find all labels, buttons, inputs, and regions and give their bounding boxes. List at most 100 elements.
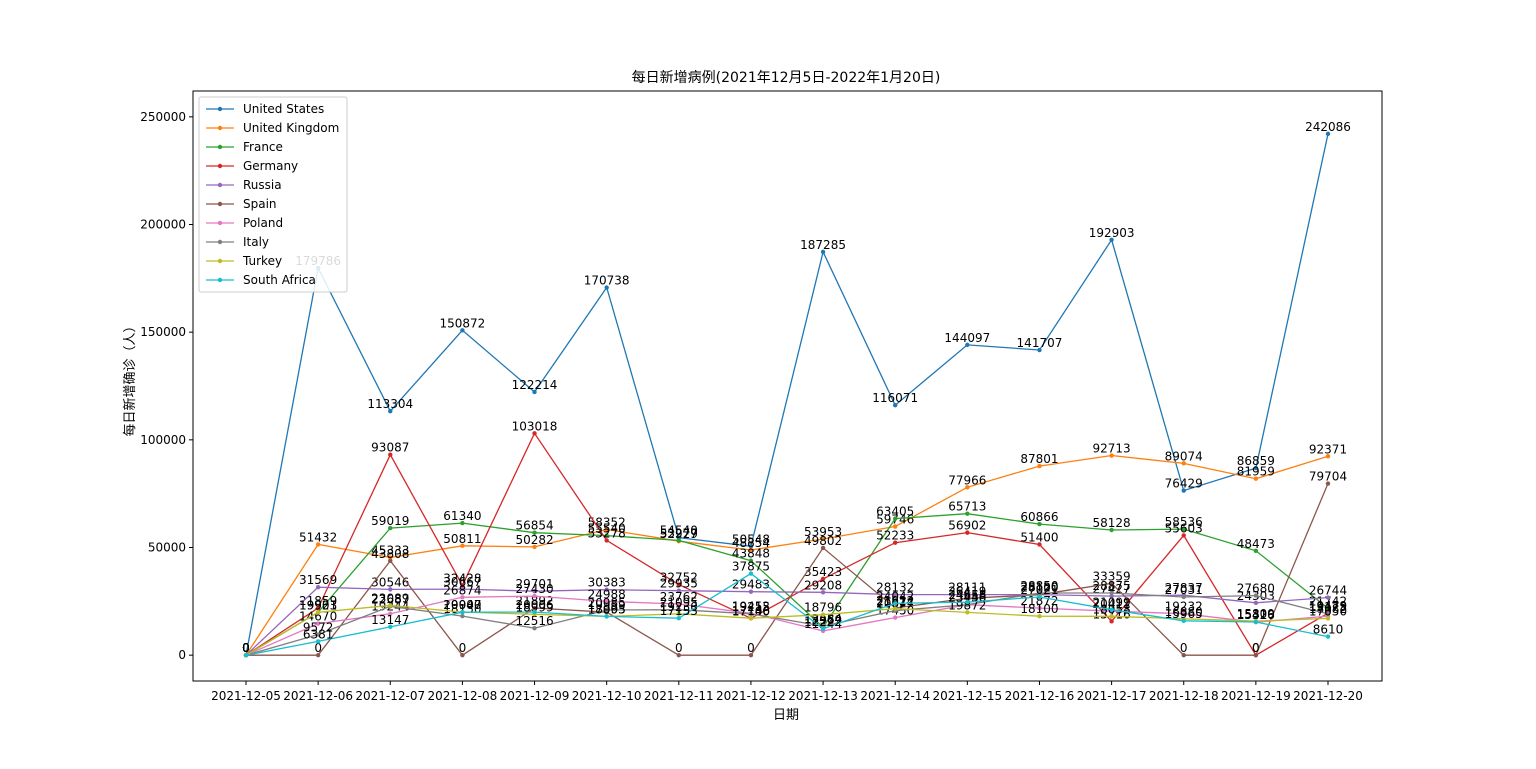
data-label: 19921 (299, 598, 337, 612)
data-point (1109, 593, 1114, 599)
data-label: 53953 (804, 525, 842, 539)
data-label: 17146 (732, 604, 770, 618)
data-point (820, 612, 826, 617)
data-point (748, 558, 754, 563)
data-point (1325, 611, 1331, 617)
data-point (460, 583, 465, 588)
data-label: 8610 (1313, 623, 1344, 637)
data-point (460, 586, 465, 592)
x-tick-label: 2021-12-17 (1077, 689, 1147, 703)
series-russia: 0 31569 30546 30667 29701 30383 29935 29483 2920… (242, 573, 1347, 658)
data-point (1253, 476, 1259, 481)
data-point (820, 536, 826, 542)
legend-label: Italy (243, 235, 269, 249)
data-label: 26744 (1309, 584, 1347, 598)
data-point (604, 527, 609, 532)
data-point (676, 601, 681, 607)
data-label: 16880 (1165, 605, 1203, 619)
data-label: 29701 (515, 577, 553, 591)
x-tick-label: 2021-12-11 (644, 689, 714, 703)
data-point (315, 639, 321, 644)
data-point (748, 652, 754, 658)
data-label: 50282 (515, 533, 553, 547)
data-point (315, 652, 321, 658)
x-tick-label: 2021-12-16 (1005, 689, 1075, 703)
legend-marker (217, 163, 223, 169)
data-label: 23762 (660, 590, 698, 604)
data-point (604, 587, 609, 592)
data-label: 54540 (660, 524, 698, 538)
data-point (893, 606, 898, 611)
data-point (604, 599, 609, 604)
legend-label: Germany (243, 159, 298, 173)
y-tick-label: 150000 (140, 325, 186, 339)
data-point (532, 544, 537, 550)
legend-marker (217, 277, 223, 283)
data-label: 51432 (299, 530, 337, 544)
data-point (315, 621, 321, 626)
x-tick-label: 2021-12-09 (500, 689, 570, 703)
data-label: 14670 (299, 610, 337, 624)
data-point (1181, 652, 1186, 658)
data-point (604, 614, 609, 619)
data-label: 28120 (1020, 581, 1058, 595)
data-point (460, 328, 465, 333)
data-label: 18100 (1020, 602, 1058, 616)
data-label: 53277 (660, 526, 698, 540)
data-label: 113304 (367, 397, 413, 411)
legend-label: South Africa (243, 273, 316, 287)
data-label: 28850 (1020, 579, 1058, 593)
data-point (315, 605, 321, 611)
data-point (1325, 606, 1331, 611)
data-point (1325, 481, 1331, 486)
data-label: 15809 (1237, 607, 1275, 621)
chart-title: 每日新增病例(2021年12月5日-2022年1月20日) (632, 70, 941, 86)
data-label: 170738 (584, 274, 630, 288)
data-label: 0 (242, 641, 250, 655)
data-label: 19173 (1309, 600, 1347, 614)
legend-item: Russia (206, 178, 282, 192)
data-label: 37875 (732, 560, 770, 574)
data-label: 24658 (948, 588, 986, 602)
data-label: 24042 (876, 589, 914, 603)
data-point (965, 342, 970, 348)
data-point (388, 624, 393, 630)
data-point (676, 652, 681, 658)
data-point (676, 616, 681, 621)
data-point (1253, 652, 1259, 658)
data-point (1109, 237, 1114, 242)
data-point (1325, 634, 1331, 639)
data-point (1037, 590, 1042, 596)
data-point (1037, 521, 1042, 527)
x-tick-label: 2021-12-10 (572, 689, 642, 703)
data-point (893, 516, 898, 521)
x-tick-label: 2021-12-12 (716, 689, 786, 703)
data-label: 21922 (876, 594, 914, 608)
legend-item: South Africa (206, 273, 316, 287)
data-point (1181, 526, 1186, 532)
data-label: 77966 (948, 473, 986, 487)
data-label: 51400 (1020, 530, 1058, 544)
legend-item: Turkey (206, 254, 282, 268)
data-point (748, 616, 754, 621)
data-label: 21095 (660, 596, 698, 610)
series-line (245, 572, 1329, 656)
legend-marker (217, 125, 223, 131)
data-point (460, 543, 465, 548)
data-label: 187285 (800, 238, 846, 252)
data-label: 0 (459, 641, 467, 655)
plot-frame (192, 90, 1383, 682)
data-label: 63405 (876, 505, 914, 519)
data-point (1109, 619, 1114, 624)
data-point (604, 607, 609, 613)
data-point (1181, 594, 1186, 600)
data-label: 27837 (1165, 581, 1203, 595)
legend-marker (217, 258, 223, 264)
data-label: 17993 (588, 602, 626, 616)
data-label: 19232 (1165, 600, 1203, 614)
data-label: 27680 (1237, 582, 1275, 596)
data-point (965, 485, 970, 490)
data-label: 17153 (660, 604, 698, 618)
